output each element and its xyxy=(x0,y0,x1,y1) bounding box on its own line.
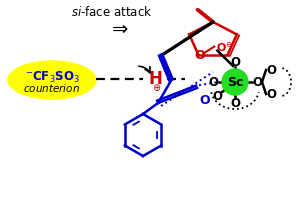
Text: $\it{si}$-face attack: $\it{si}$-face attack xyxy=(71,5,153,19)
Text: $\it{counterion}$: $\it{counterion}$ xyxy=(23,82,80,94)
Text: O: O xyxy=(199,94,209,106)
Text: $^{-}$CF$_3$SO$_3$: $^{-}$CF$_3$SO$_3$ xyxy=(25,69,79,84)
Text: O: O xyxy=(266,64,276,77)
Text: O: O xyxy=(266,88,276,101)
Polygon shape xyxy=(196,10,214,24)
Text: O: O xyxy=(208,76,218,89)
Text: $\oplus$: $\oplus$ xyxy=(152,82,162,93)
Text: O$^{\ominus}$: O$^{\ominus}$ xyxy=(216,41,234,54)
Text: Sc: Sc xyxy=(227,76,243,89)
Ellipse shape xyxy=(8,62,96,100)
Text: O: O xyxy=(252,76,262,89)
Text: H: H xyxy=(148,70,162,88)
Text: $\Rightarrow$: $\Rightarrow$ xyxy=(108,19,130,38)
Text: O: O xyxy=(230,55,240,68)
Text: O: O xyxy=(212,90,222,103)
Text: O: O xyxy=(194,49,205,62)
Text: O: O xyxy=(230,97,240,110)
Circle shape xyxy=(222,70,248,96)
